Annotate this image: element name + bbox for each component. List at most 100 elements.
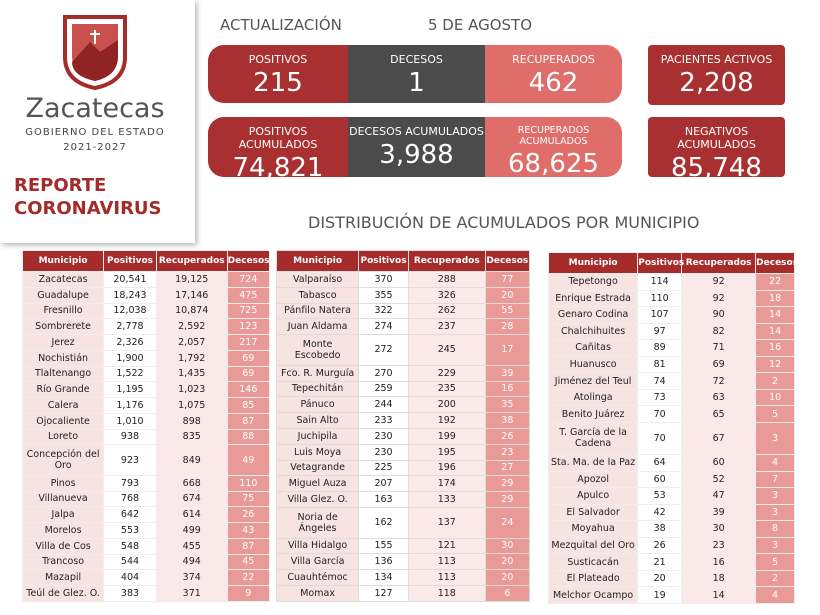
column-header: Decesos: [227, 251, 270, 271]
table-row: Apulco 53 47 3: [549, 488, 794, 504]
stat-label: POSITIVOS: [248, 53, 308, 66]
table-cell: 5: [756, 406, 794, 422]
table-cell: 20: [638, 570, 682, 587]
table-cell: Jalpa: [23, 507, 104, 523]
table-cell: 60: [638, 471, 682, 488]
table-cell: 404: [104, 570, 156, 586]
table-cell: 71: [682, 340, 756, 356]
table-cell: 20: [485, 554, 529, 570]
column-header: Positivos: [359, 251, 408, 271]
table-cell: 88: [227, 429, 269, 445]
table-cell: 674: [156, 491, 227, 507]
table-cell: 21: [638, 554, 682, 570]
table-row: Villa Hidalgo 155 121 30: [277, 538, 529, 554]
table-cell: 371: [156, 586, 227, 601]
table-cell: 14: [756, 323, 794, 340]
table-row: Apozol 60 52 7: [549, 471, 794, 488]
stat-value: 3,988: [379, 140, 454, 170]
stat-card: POSITIVOS 215: [208, 45, 348, 103]
table-cell: 123: [227, 319, 269, 334]
table-cell: Moyahua: [549, 521, 638, 537]
table-cell: Jerez: [23, 335, 104, 350]
column-header: Municipio: [23, 251, 104, 271]
table-cell: Jiménez del Teul: [549, 373, 638, 389]
table-cell: 20,541: [104, 272, 156, 287]
table-row: Enrique Estrada 110 92 18: [549, 290, 794, 307]
table-cell: 544: [104, 554, 156, 570]
table-cell: Teúl de Glez. O.: [23, 586, 104, 601]
table-row: Mazapil 404 374 22: [23, 570, 269, 586]
table-cell: 18,243: [104, 287, 156, 303]
table-cell: 49: [227, 445, 269, 475]
table-cell: 237: [408, 319, 485, 335]
table-cell: 75: [227, 491, 269, 507]
table-cell: Tepechitán: [277, 381, 359, 397]
table-cell: 70: [638, 422, 682, 455]
table-row: T. García de la Cadena 70 67 3: [549, 422, 794, 455]
table-cell: 1,900: [104, 350, 156, 366]
table-cell: Apulco: [549, 488, 638, 504]
table-cell: El Salvador: [549, 504, 638, 521]
table-cell: 110: [638, 290, 682, 307]
table-cell: Vetagrande: [277, 460, 359, 476]
table-cell: 69: [682, 356, 756, 373]
table-row: Jalpa 642 614 26: [23, 507, 269, 523]
table-cell: Juan Aldama: [277, 319, 359, 335]
table-cell: 74: [638, 373, 682, 389]
column-header: Municipio: [549, 253, 638, 273]
table-row: Villanueva 768 674 75: [23, 491, 269, 507]
column-header: Recuperados: [156, 251, 227, 271]
table-cell: Cañitas: [549, 340, 638, 356]
table-cell: 494: [156, 554, 227, 570]
table-cell: 642: [104, 507, 156, 523]
table-row: Villa Glez. O. 163 133 29: [277, 492, 529, 507]
table-cell: 2: [756, 570, 794, 587]
table-cell: 725: [227, 303, 269, 319]
table-cell: 22: [227, 570, 269, 586]
table-cell: Enrique Estrada: [549, 290, 638, 307]
table-row: Chalchihuites 97 82 14: [549, 323, 794, 340]
municipality-table: Municipio Positivos Recuperados Decesos Zaca…: [22, 250, 270, 602]
table-cell: Guadalupe: [23, 287, 104, 303]
table-row: Río Grande 1,195 1,023 146: [23, 382, 269, 397]
table-cell: Luis Moya: [277, 444, 359, 460]
table-cell: Loreto: [23, 429, 104, 445]
table-cell: 274: [359, 319, 408, 335]
table-cell: 70: [638, 406, 682, 422]
table-cell: Valparaíso: [277, 272, 359, 287]
table-cell: 10,874: [156, 303, 227, 319]
table-row: Calera 1,176 1,075 85: [23, 398, 269, 413]
table-cell: 24: [485, 507, 529, 538]
table-cell: 475: [227, 287, 269, 303]
table-cell: 52: [682, 471, 756, 488]
table-cell: 3: [756, 504, 794, 521]
table-cell: 82: [682, 323, 756, 340]
table-cell: 259: [359, 381, 408, 397]
table-cell: 18: [756, 290, 794, 307]
table-cell: Monte Escobedo: [277, 335, 359, 365]
table-cell: 4: [756, 587, 794, 603]
table-cell: 192: [408, 413, 485, 428]
table-cell: 383: [104, 586, 156, 601]
table-cell: 53: [638, 488, 682, 504]
table-cell: Sombrerete: [23, 319, 104, 334]
table-cell: Apozol: [549, 471, 638, 488]
table-row: Nochistián 1,900 1,792 69: [23, 350, 269, 366]
table-cell: 17,146: [156, 287, 227, 303]
table-cell: 668: [156, 475, 227, 491]
table-cell: 63: [682, 389, 756, 406]
table-cell: 938: [104, 429, 156, 445]
table-cell: 162: [359, 507, 408, 538]
table-row: Vetagrande 225 196 27: [277, 460, 529, 476]
table-cell: 355: [359, 287, 408, 303]
table-cell: 8: [756, 521, 794, 537]
table-cell: 548: [104, 538, 156, 554]
table-cell: Melchor Ocampo: [549, 587, 638, 603]
table-cell: 207: [359, 476, 408, 492]
report-title: CORONAVIRUS: [14, 198, 162, 219]
table-cell: 55: [485, 303, 529, 319]
table-cell: 199: [408, 428, 485, 444]
table-row: Sain Alto 233 192 38: [277, 413, 529, 428]
table-cell: 87: [227, 538, 269, 554]
table-cell: Villa de Cos: [23, 538, 104, 554]
